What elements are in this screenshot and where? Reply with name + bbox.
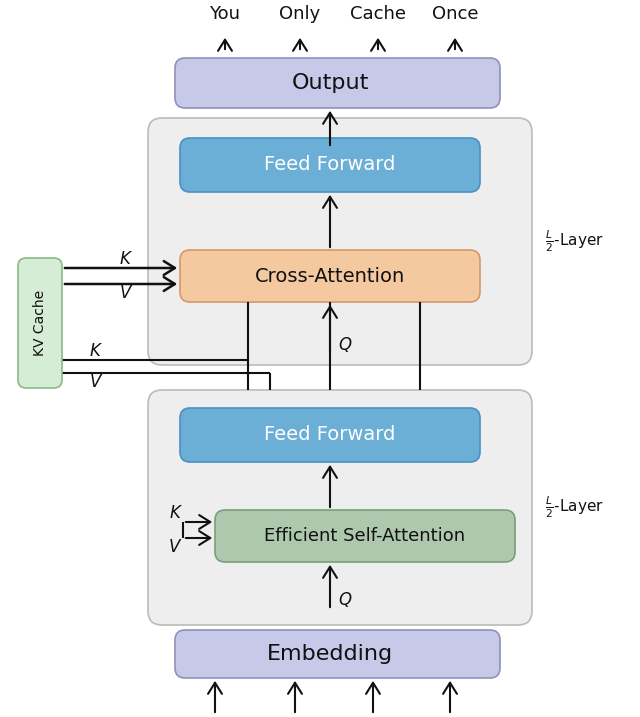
Text: Only: Only	[280, 5, 321, 23]
Text: You: You	[209, 5, 241, 23]
FancyBboxPatch shape	[148, 118, 532, 365]
Text: KV Cache: KV Cache	[33, 290, 47, 356]
FancyBboxPatch shape	[175, 630, 500, 678]
FancyBboxPatch shape	[180, 138, 480, 192]
Text: Q: Q	[338, 336, 351, 354]
Text: V: V	[90, 373, 100, 391]
Text: Efficient Self-Attention: Efficient Self-Attention	[264, 527, 465, 545]
FancyBboxPatch shape	[180, 250, 480, 302]
Text: $\frac{L}{2}$-Layer: $\frac{L}{2}$-Layer	[545, 495, 604, 521]
Text: Once: Once	[432, 5, 478, 23]
FancyBboxPatch shape	[148, 390, 532, 625]
Text: K: K	[169, 504, 180, 522]
Text: Cross-Attention: Cross-Attention	[255, 267, 405, 285]
Text: Embedding: Embedding	[267, 644, 393, 664]
Text: K: K	[90, 342, 100, 360]
Text: V: V	[168, 538, 180, 556]
Text: V: V	[119, 284, 131, 302]
FancyBboxPatch shape	[215, 510, 515, 562]
FancyBboxPatch shape	[18, 258, 62, 388]
Text: Output: Output	[291, 73, 369, 93]
Text: $\frac{L}{2}$-Layer: $\frac{L}{2}$-Layer	[545, 229, 604, 255]
FancyBboxPatch shape	[175, 58, 500, 108]
Text: Cache: Cache	[350, 5, 406, 23]
FancyBboxPatch shape	[180, 408, 480, 462]
Text: K: K	[120, 250, 131, 268]
Text: Feed Forward: Feed Forward	[264, 425, 396, 445]
Text: Q: Q	[338, 591, 351, 609]
Text: Feed Forward: Feed Forward	[264, 156, 396, 174]
